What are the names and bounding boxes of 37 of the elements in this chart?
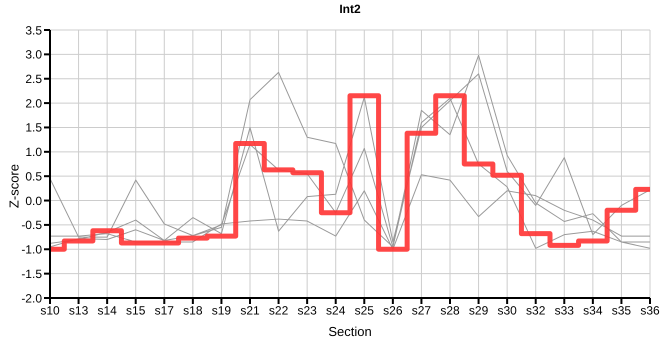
x-tick-label: s36	[640, 304, 660, 318]
x-tick-label: s32	[526, 304, 546, 318]
x-tick-label: s34	[583, 304, 603, 318]
y-tick-label: -1.0	[21, 242, 42, 257]
chart-title: Int2	[338, 2, 362, 16]
x-tick-label: s29	[468, 304, 489, 318]
x-tick-label: s25	[354, 304, 374, 318]
y-tick-label: 0.0	[25, 194, 42, 208]
x-tick-label: s27	[412, 304, 432, 318]
x-tick-label: s19	[212, 304, 232, 318]
x-tick-label: s17	[154, 304, 174, 318]
x-tick-label: s15	[126, 304, 146, 318]
x-tick-label: s24	[326, 304, 346, 318]
y-tick-label: 3.5	[25, 23, 42, 38]
x-tick-label: s26	[383, 304, 403, 318]
x-tick-label: s21	[240, 304, 260, 318]
y-tick-label: -1.5	[21, 266, 42, 281]
y-tick-label: 2.5	[25, 72, 42, 86]
y-tick-label: 2.0	[25, 96, 42, 110]
x-axis-title: Section	[328, 324, 372, 339]
x-tick-label: s35	[612, 304, 632, 318]
x-tick-label: s33	[554, 304, 574, 318]
x-tick-label: s28	[440, 304, 460, 318]
x-tick-label: s14	[97, 304, 118, 318]
x-tick-label: s30	[497, 304, 518, 318]
x-tick-label: s22	[268, 304, 289, 318]
y-tick-label: 0.5	[25, 169, 42, 184]
x-tick-label: s10	[40, 304, 60, 318]
y-axis-title: Z-score	[6, 164, 22, 208]
y-tick-label: 3.0	[25, 48, 42, 62]
y-tick-label: -0.5	[21, 218, 42, 232]
x-tick-label: s13	[68, 304, 89, 318]
y-tick-label: 1.5	[25, 120, 42, 135]
y-tick-label: -2.0	[21, 291, 42, 306]
x-tick-label: s23	[297, 304, 318, 318]
x-tick-label: s18	[183, 304, 203, 318]
y-tick-label: 1.0	[25, 145, 42, 160]
